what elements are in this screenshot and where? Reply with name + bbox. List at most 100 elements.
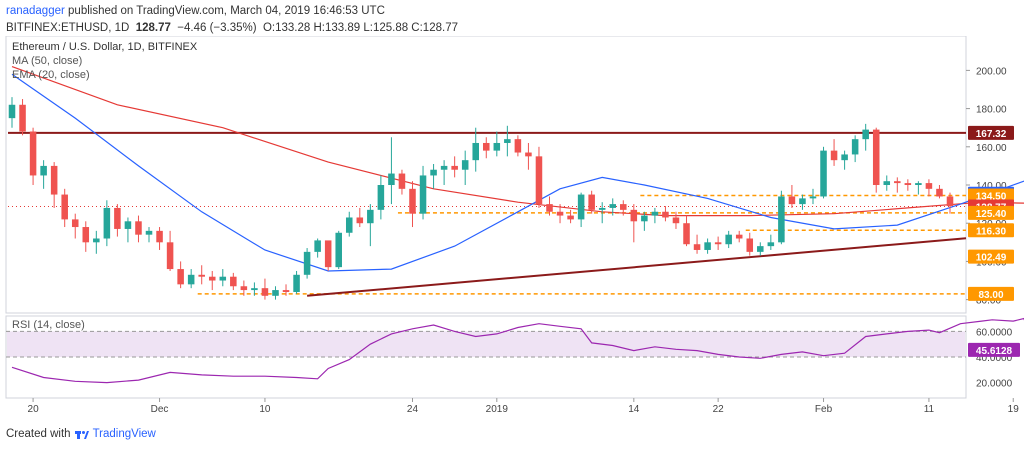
x-tick-label: 19	[1008, 404, 1020, 415]
rsi-tick-label: 60.0000	[976, 327, 1013, 338]
y-tick-label: 160.00	[976, 143, 1007, 154]
candle-body	[177, 269, 184, 285]
candle-body	[809, 196, 817, 199]
symbol-line: BITFINEX:ETHUSD, 1D 128.77 −4.46 (−3.35%…	[6, 20, 458, 37]
candle-body	[440, 165, 448, 170]
price-label: 134.50	[976, 192, 1007, 203]
created-with-text: Created with	[6, 428, 71, 440]
candle-body	[525, 152, 532, 157]
candle-body	[693, 244, 701, 250]
candle-body	[915, 183, 922, 186]
price-chart[interactable]: 80.00100.00120.00140.00160.00180.00200.0…	[0, 36, 1024, 426]
candle-body	[757, 246, 764, 252]
candle-body	[103, 207, 111, 239]
symbol: BITFINEX:ETHUSD, 1D	[6, 22, 130, 34]
candle-body	[799, 198, 806, 205]
y-tick-label: 200.00	[976, 66, 1007, 77]
price-change: −4.46 (−3.35%)	[177, 22, 257, 34]
candle-body	[483, 142, 490, 151]
price-label: 125.40	[976, 209, 1007, 220]
price-label: 83.00	[978, 290, 1003, 301]
x-tick-label: Feb	[815, 404, 833, 415]
price-pane	[5, 36, 967, 314]
candle-body	[493, 142, 501, 151]
author-link[interactable]: ranadagger	[6, 5, 65, 17]
candle-body	[862, 129, 869, 140]
candle-body	[514, 139, 522, 153]
brand-link[interactable]: TradingView	[92, 428, 156, 440]
trendline	[307, 237, 967, 297]
candle-body	[946, 196, 954, 207]
footer: Created with TradingView	[6, 428, 156, 440]
last-price: 128.77	[135, 22, 171, 34]
candle-body	[208, 276, 216, 281]
candle-body	[925, 183, 933, 189]
candle-body	[567, 215, 574, 220]
legend-ma: MA (50, close)	[12, 55, 82, 67]
candle-body	[230, 276, 237, 287]
candle-body	[419, 175, 427, 214]
candle-body	[472, 142, 479, 161]
candle-body	[324, 240, 332, 268]
price-label-box	[968, 188, 1014, 203]
candle-body	[335, 232, 342, 268]
candle-body	[145, 230, 153, 235]
y-tick-label: 80.00	[976, 296, 1001, 307]
ohlc-values: O:133.28 H:133.89 L:125.88 C:128.77	[262, 22, 458, 34]
candle-body	[725, 234, 732, 245]
candle-body	[451, 165, 458, 170]
candle-body	[345, 217, 353, 233]
candle-body	[409, 188, 416, 214]
candle-body	[683, 223, 690, 245]
candle-body	[282, 290, 290, 292]
candle-body	[883, 181, 891, 186]
candle-body	[40, 165, 47, 176]
candle-body	[356, 217, 364, 224]
candle-body	[388, 173, 395, 186]
rsi-last-box	[968, 342, 1020, 357]
candle-body	[314, 240, 321, 252]
candle-body	[504, 139, 511, 143]
rsi-tick-label: 20.0000	[976, 379, 1013, 390]
x-tick-label: 11	[924, 404, 935, 415]
price-label: 102.49	[976, 253, 1007, 264]
candle-body	[609, 204, 617, 208]
candle-body	[19, 104, 26, 132]
candle-body	[788, 196, 796, 205]
price-label-box	[968, 286, 1014, 301]
candle-body	[851, 139, 859, 155]
x-tick-label: 22	[713, 404, 725, 415]
price-label-box	[968, 205, 1014, 220]
candle-body	[630, 209, 638, 222]
candle-body	[546, 204, 553, 212]
candle-body	[156, 230, 163, 243]
candle-body	[820, 150, 827, 197]
rsi-last-value: 45.6128	[976, 346, 1013, 357]
legend-ema: EMA (20, close)	[12, 69, 90, 81]
candle-body	[114, 207, 121, 229]
publish-line: ranadagger published on TradingView.com,…	[6, 3, 458, 20]
candle-body	[598, 207, 606, 210]
candle-body	[272, 290, 279, 296]
published-text: published on TradingView.com, March 04, …	[64, 5, 385, 17]
legend-title: Ethereum / U.S. Dollar, 1D, BITFINEX	[12, 41, 198, 53]
price-label: 167.32	[976, 129, 1007, 140]
candle-body	[303, 251, 311, 275]
rsi-line	[11, 317, 1024, 384]
x-tick-label: 20	[28, 404, 40, 415]
x-tick-label: 2019	[486, 404, 509, 415]
candle-body	[251, 288, 258, 291]
candle-body	[936, 188, 943, 197]
candle-body	[651, 211, 659, 216]
candle-body	[430, 169, 437, 176]
candle-body	[778, 196, 785, 243]
candle-body	[894, 181, 901, 184]
candle-body	[61, 194, 68, 220]
candle-body	[82, 227, 90, 243]
price-label: 116.30	[976, 226, 1006, 237]
y-tick-label: 180.00	[976, 105, 1007, 116]
candle-body	[830, 150, 838, 161]
price-label-box	[968, 223, 1014, 238]
candle-body	[261, 288, 269, 296]
candle-body	[620, 204, 627, 210]
